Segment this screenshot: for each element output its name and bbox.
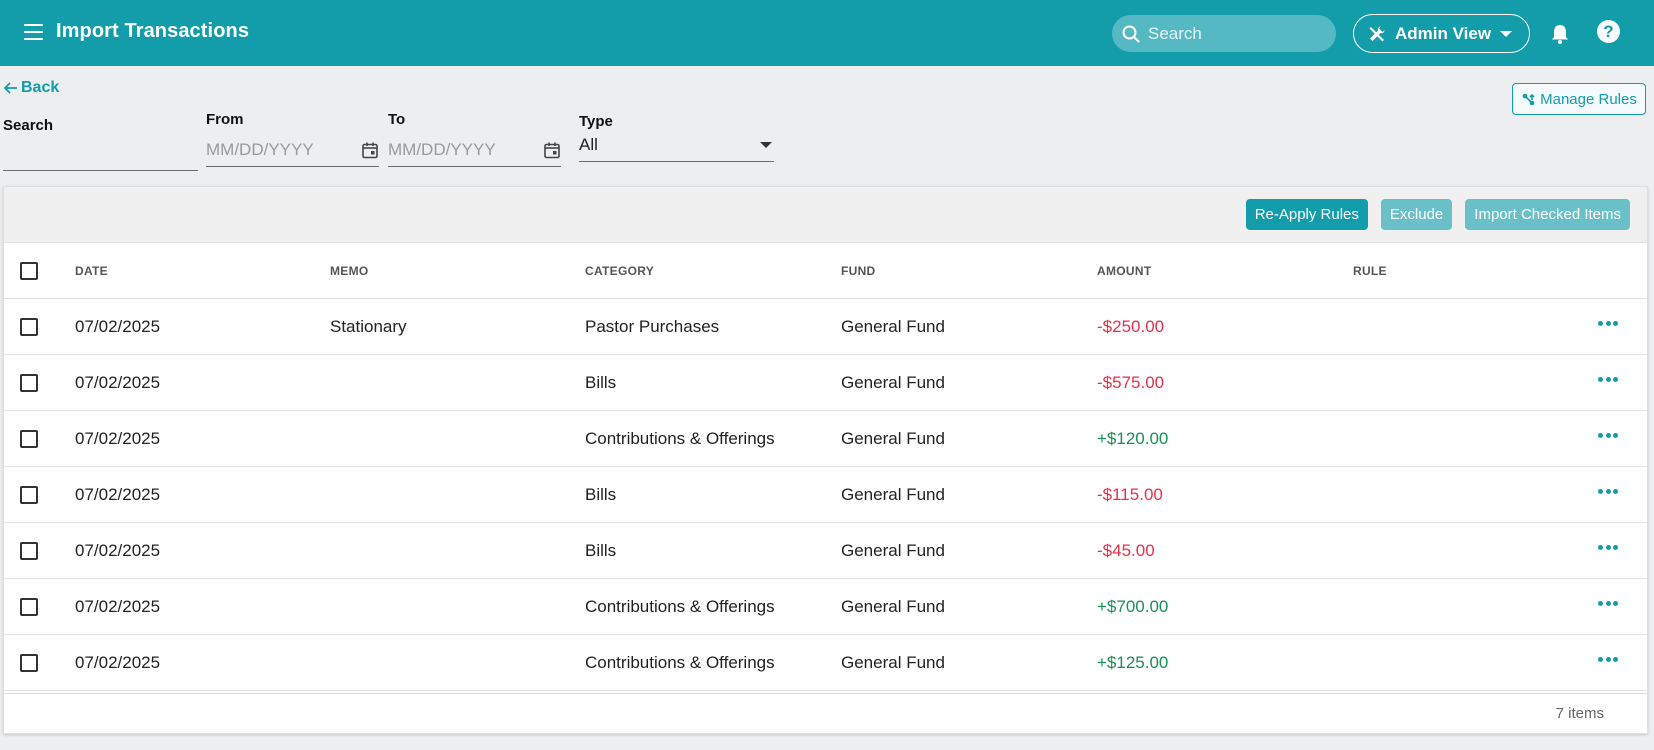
cell-date: 07/02/2025	[75, 596, 161, 616]
arrow-left-icon	[4, 82, 17, 94]
cell-category: Contributions & Offerings	[585, 428, 775, 448]
chevron-down-icon	[760, 141, 772, 148]
more-options-icon[interactable]	[1598, 545, 1621, 550]
row-checkbox[interactable]	[20, 429, 38, 448]
cell-memo: Stationary	[330, 316, 407, 336]
table-row[interactable]: 07/02/2025 Bills General Fund -$45.00	[4, 523, 1647, 579]
exclude-button[interactable]: Exclude	[1380, 199, 1453, 230]
cell-category: Contributions & Offerings	[585, 652, 775, 672]
search-input[interactable]	[3, 143, 198, 164]
cell-amount: +$120.00	[1097, 428, 1169, 448]
rules-icon	[1522, 93, 1535, 105]
column-header-fund[interactable]: FUND	[841, 263, 876, 278]
more-options-icon[interactable]	[1598, 489, 1621, 494]
select-all-checkbox[interactable]	[20, 261, 38, 280]
cell-date: 07/02/2025	[75, 428, 161, 448]
row-checkbox[interactable]	[20, 373, 38, 392]
column-header-rule[interactable]: RULE	[1353, 263, 1387, 278]
global-search[interactable]	[1112, 15, 1336, 52]
page-title: Import Transactions	[56, 20, 250, 42]
admin-view-label: Admin View	[1395, 23, 1492, 43]
calendar-icon[interactable]	[543, 141, 561, 159]
reapply-rules-button[interactable]: Re-Apply Rules	[1245, 199, 1368, 230]
cell-category: Contributions & Offerings	[585, 596, 775, 616]
to-date-field[interactable]	[388, 133, 561, 167]
type-select-value: All	[579, 134, 598, 154]
global-search-input[interactable]	[1148, 23, 1328, 44]
cell-fund: General Fund	[841, 540, 945, 560]
cell-category: Bills	[585, 372, 617, 392]
calendar-icon[interactable]	[361, 141, 379, 159]
cell-date: 07/02/2025	[75, 484, 161, 504]
cell-amount: -$575.00	[1097, 372, 1165, 392]
back-link[interactable]: Back	[4, 79, 59, 97]
admin-view-button[interactable]: Admin View	[1353, 14, 1530, 53]
column-header-amount[interactable]: AMOUNT	[1097, 263, 1152, 278]
from-date-input[interactable]	[206, 139, 357, 160]
table-row[interactable]: 07/02/2025 Bills General Fund -$115.00	[4, 467, 1647, 523]
cell-fund: General Fund	[841, 596, 945, 616]
more-options-icon[interactable]	[1598, 657, 1621, 662]
more-options-icon[interactable]	[1598, 433, 1621, 438]
row-checkbox[interactable]	[20, 317, 38, 336]
column-header-category[interactable]: CATEGORY	[585, 263, 655, 278]
cell-amount: +$125.00	[1097, 652, 1169, 672]
table-footer: 7 items	[4, 693, 1647, 733]
row-checkbox[interactable]	[20, 597, 38, 616]
help-icon[interactable]: ?	[1597, 20, 1620, 43]
table-row[interactable]: 07/02/2025 Contributions & Offerings Gen…	[4, 411, 1647, 467]
cell-date: 07/02/2025	[75, 316, 161, 336]
search-icon	[1122, 25, 1140, 42]
row-checkbox[interactable]	[20, 485, 38, 504]
to-label: To	[388, 111, 406, 128]
row-checkbox[interactable]	[20, 653, 38, 672]
top-bar: Import Transactions Admin View ?	[0, 0, 1654, 66]
table-row[interactable]: 07/02/2025 Contributions & Offerings Gen…	[4, 579, 1647, 635]
more-options-icon[interactable]	[1598, 377, 1621, 382]
cell-amount: +$700.00	[1097, 596, 1169, 616]
search-field[interactable]	[3, 137, 198, 171]
cell-date: 07/02/2025	[75, 372, 161, 392]
column-header-memo[interactable]: MEMO	[330, 263, 369, 278]
cell-amount: -$45.00	[1097, 540, 1155, 560]
tools-icon	[1369, 25, 1385, 41]
cell-fund: General Fund	[841, 484, 945, 504]
item-count: 7 items	[1555, 705, 1604, 722]
type-label: Type	[579, 113, 613, 130]
cell-amount: -$115.00	[1097, 484, 1163, 504]
cell-category: Pastor Purchases	[585, 316, 720, 336]
manage-rules-button[interactable]: Manage Rules	[1512, 83, 1646, 115]
import-checked-button[interactable]: Import Checked Items	[1465, 199, 1630, 230]
row-checkbox[interactable]	[20, 541, 38, 560]
cell-category: Bills	[585, 484, 617, 504]
cell-fund: General Fund	[841, 428, 945, 448]
cell-fund: General Fund	[841, 372, 945, 392]
cell-date: 07/02/2025	[75, 540, 161, 560]
more-options-icon[interactable]	[1598, 321, 1621, 326]
more-options-icon[interactable]	[1598, 601, 1621, 606]
cell-amount: -$250.00	[1097, 316, 1165, 336]
search-label: Search	[3, 117, 54, 134]
table-row[interactable]: 07/02/2025 Contributions & Offerings Gen…	[4, 635, 1647, 691]
from-label: From	[206, 111, 244, 128]
to-date-input[interactable]	[388, 139, 539, 160]
menu-icon[interactable]	[24, 24, 43, 40]
chevron-down-icon	[1500, 30, 1513, 37]
table-row[interactable]: 07/02/2025 Bills General Fund -$575.00	[4, 355, 1647, 411]
cell-fund: General Fund	[841, 316, 945, 336]
cell-date: 07/02/2025	[75, 652, 161, 672]
back-label: Back	[21, 79, 60, 96]
cell-fund: General Fund	[841, 652, 945, 672]
table-row[interactable]: 07/02/2025 Stationary Pastor Purchases G…	[4, 299, 1647, 355]
manage-rules-label: Manage Rules	[1540, 90, 1637, 108]
column-header-date[interactable]: DATE	[75, 263, 108, 278]
from-date-field[interactable]	[206, 133, 379, 167]
table-header: DATE MEMO CATEGORY FUND AMOUNT RULE	[4, 243, 1647, 299]
table-toolbar: Re-Apply Rules Exclude Import Checked It…	[4, 187, 1647, 243]
bell-icon[interactable]	[1549, 23, 1571, 45]
table-body: 07/02/2025 Stationary Pastor Purchases G…	[4, 299, 1647, 691]
transactions-card: Re-Apply Rules Exclude Import Checked It…	[3, 186, 1648, 734]
type-select[interactable]: All	[579, 128, 774, 162]
cell-category: Bills	[585, 540, 617, 560]
